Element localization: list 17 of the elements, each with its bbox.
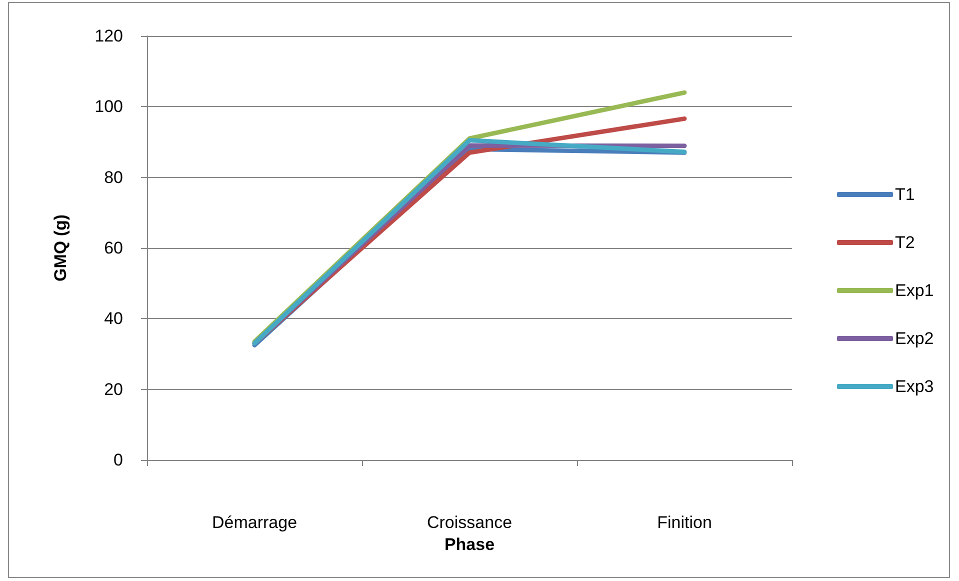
x-tick-label: Démarrage (212, 513, 298, 532)
y-tick-label: 120 (94, 26, 123, 46)
y-tick-label: 80 (104, 168, 123, 187)
x-axis-title: Phase (444, 534, 495, 554)
x-tick-label: Finition (657, 513, 712, 532)
x-tick-label: Croissance (426, 513, 512, 532)
legend-label: Exp3 (895, 377, 934, 396)
y-tick-label: 60 (104, 238, 123, 258)
y-tick-label: 100 (94, 97, 123, 116)
y-axis-title: GMQ (g) (51, 214, 70, 282)
y-tick-label: 20 (104, 380, 123, 399)
y-tick-label: 0 (114, 450, 123, 470)
legend-label: Exp1 (895, 281, 934, 300)
legend-label: T2 (895, 233, 915, 252)
legend-label: Exp2 (895, 329, 934, 348)
y-tick-label: 40 (104, 309, 123, 328)
legend-label: T1 (895, 185, 915, 204)
